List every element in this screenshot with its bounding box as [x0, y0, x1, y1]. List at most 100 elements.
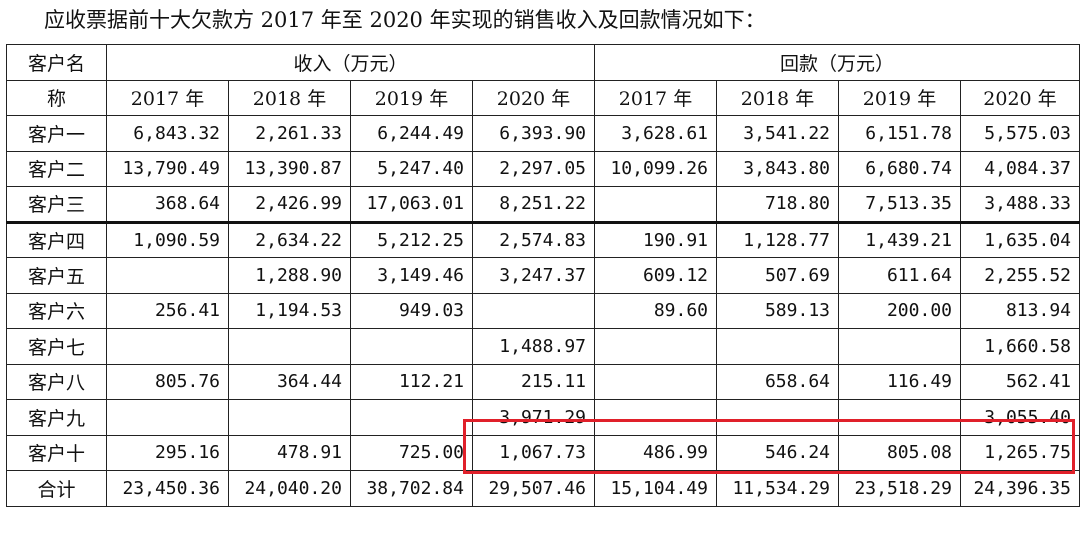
repay-year-header: 2019 年 — [838, 79, 961, 116]
income-value-cell: 478.91 — [228, 434, 351, 471]
repay-value-cell: 3,541.22 — [716, 115, 839, 152]
income-value-cell: 13,790.49 — [106, 150, 229, 187]
table-row: 客户八 805.76 364.44 112.21 215.11 658.64 116.49 5… — [6, 363, 1080, 400]
repay-value-cell: 805.08 — [838, 434, 961, 471]
income-year-header: 2019 年 — [350, 79, 473, 116]
repay-value-cell: 2,255.52 — [960, 257, 1080, 294]
table-row: 客户七 1,488.97 1,660.58 — [6, 328, 1080, 365]
repay-value-cell — [716, 328, 839, 365]
income-value-cell: 2,261.33 — [228, 115, 351, 152]
income-value-cell: 8,251.22 — [472, 186, 595, 223]
customer-name-cell: 客户五 — [6, 257, 107, 294]
repay-value-cell: 4,084.37 — [960, 150, 1080, 187]
income-value-cell: 24,040.20 — [228, 470, 351, 507]
repay-value-cell — [594, 328, 717, 365]
income-value-cell: 725.00 — [350, 434, 473, 471]
repay-value-cell: 486.99 — [594, 434, 717, 471]
customer-name-cell: 客户一 — [6, 115, 107, 152]
repay-value-cell: 589.13 — [716, 292, 839, 329]
income-value-cell: 2,634.22 — [228, 220, 351, 258]
repay-value-cell: 507.69 — [716, 257, 839, 294]
income-value-cell: 3,149.46 — [350, 257, 473, 294]
income-value-cell: 38,702.84 — [350, 470, 473, 507]
repay-value-cell: 10,099.26 — [594, 150, 717, 187]
income-value-cell — [350, 399, 473, 436]
income-value-cell — [228, 328, 351, 365]
income-value-cell — [106, 399, 229, 436]
customer-header: 客户名 — [6, 44, 107, 81]
repay-value-cell: 7,513.35 — [838, 186, 961, 223]
income-value-cell: 2,574.83 — [472, 220, 595, 258]
income-value-cell: 5,247.40 — [350, 150, 473, 187]
customer-name-cell: 客户九 — [6, 399, 107, 436]
repay-value-cell: 609.12 — [594, 257, 717, 294]
repay-value-cell: 24,396.35 — [960, 470, 1080, 507]
income-group-header: 收入（万元） — [106, 44, 595, 81]
total-row: 合计 23,450.36 24,040.20 38,702.84 29,507.46 15… — [6, 470, 1080, 507]
customer-name-cell: 合计 — [6, 470, 107, 507]
income-value-cell — [106, 328, 229, 365]
income-value-cell: 1,194.53 — [228, 292, 351, 329]
income-value-cell: 3,247.37 — [472, 257, 595, 294]
income-value-cell — [350, 328, 473, 365]
repay-value-cell: 11,534.29 — [716, 470, 839, 507]
income-value-cell: 2,426.99 — [228, 186, 351, 223]
table-row: 客户九 3,971.29 3,055.40 — [6, 399, 1080, 436]
repay-year-header: 2018 年 — [716, 79, 839, 116]
repay-value-cell: 3,055.40 — [960, 399, 1080, 436]
income-value-cell: 3,971.29 — [472, 399, 595, 436]
customer-name-cell: 客户十 — [6, 434, 107, 471]
customer-name-cell: 客户六 — [6, 292, 107, 329]
repay-value-cell: 1,439.21 — [838, 220, 961, 258]
income-value-cell: 6,393.90 — [472, 115, 595, 152]
income-value-cell — [106, 257, 229, 294]
repay-value-cell: 611.64 — [838, 257, 961, 294]
repay-value-cell: 15,104.49 — [594, 470, 717, 507]
repay-value-cell — [594, 363, 717, 400]
income-year-header: 2017 年 — [106, 79, 229, 116]
income-value-cell: 949.03 — [350, 292, 473, 329]
repay-value-cell: 89.60 — [594, 292, 717, 329]
income-value-cell: 295.16 — [106, 434, 229, 471]
income-value-cell: 112.21 — [350, 363, 473, 400]
income-value-cell: 23,450.36 — [106, 470, 229, 507]
repay-value-cell: 200.00 — [838, 292, 961, 329]
table-row: 客户五 1,288.90 3,149.46 3,247.37 609.12 507.69 6… — [6, 257, 1080, 294]
repay-value-cell: 5,575.03 — [960, 115, 1080, 152]
repay-value-cell: 3,628.61 — [594, 115, 717, 152]
repay-value-cell: 6,680.74 — [838, 150, 961, 187]
repay-value-cell: 562.41 — [960, 363, 1080, 400]
repay-value-cell: 718.80 — [716, 186, 839, 223]
income-year-header: 2020 年 — [472, 79, 595, 116]
repay-value-cell — [838, 399, 961, 436]
table-row: 客户一 6,843.32 2,261.33 6,244.49 6,393.90 3,628… — [6, 115, 1080, 152]
income-value-cell: 5,212.25 — [350, 220, 473, 258]
customer-name-cell: 客户二 — [6, 150, 107, 187]
sales-repayment-table: 客户名 收入（万元） 回款（万元） 称 2017 年 2018 年 2019 年… — [6, 44, 1080, 507]
document-caption: 应收票据前十大欠款方 2017 年至 2020 年实现的销售收入及回款情况如下： — [44, 8, 766, 32]
repay-value-cell: 1,265.75 — [960, 434, 1080, 471]
repay-value-cell: 23,518.29 — [838, 470, 961, 507]
customer-name-cell: 客户四 — [6, 220, 107, 258]
repay-value-cell — [594, 186, 717, 223]
table-row: 客户十 295.16 478.91 725.00 1,067.73 486.99 546.2… — [6, 434, 1080, 471]
income-value-cell: 6,244.49 — [350, 115, 473, 152]
income-value-cell: 2,297.05 — [472, 150, 595, 187]
table-row: 客户六 256.41 1,194.53 949.03 89.60 589.13 200.00… — [6, 292, 1080, 329]
income-value-cell: 1,488.97 — [472, 328, 595, 365]
header-row-years: 称 2017 年 2018 年 2019 年 2020 年 2017 年 201… — [6, 79, 1080, 116]
repay-value-cell: 546.24 — [716, 434, 839, 471]
income-value-cell — [228, 399, 351, 436]
income-year-header: 2018 年 — [228, 79, 351, 116]
customer-name-cell: 客户八 — [6, 363, 107, 400]
table-row: 客户三 368.64 2,426.99 17,063.01 8,251.22 718.80… — [6, 186, 1080, 223]
income-value-cell: 1,288.90 — [228, 257, 351, 294]
income-value-cell — [472, 292, 595, 329]
repay-value-cell: 190.91 — [594, 220, 717, 258]
customer-name-cell: 客户七 — [6, 328, 107, 365]
income-value-cell: 256.41 — [106, 292, 229, 329]
repay-value-cell — [716, 399, 839, 436]
repay-value-cell: 658.64 — [716, 363, 839, 400]
income-value-cell: 364.44 — [228, 363, 351, 400]
repay-value-cell: 813.94 — [960, 292, 1080, 329]
